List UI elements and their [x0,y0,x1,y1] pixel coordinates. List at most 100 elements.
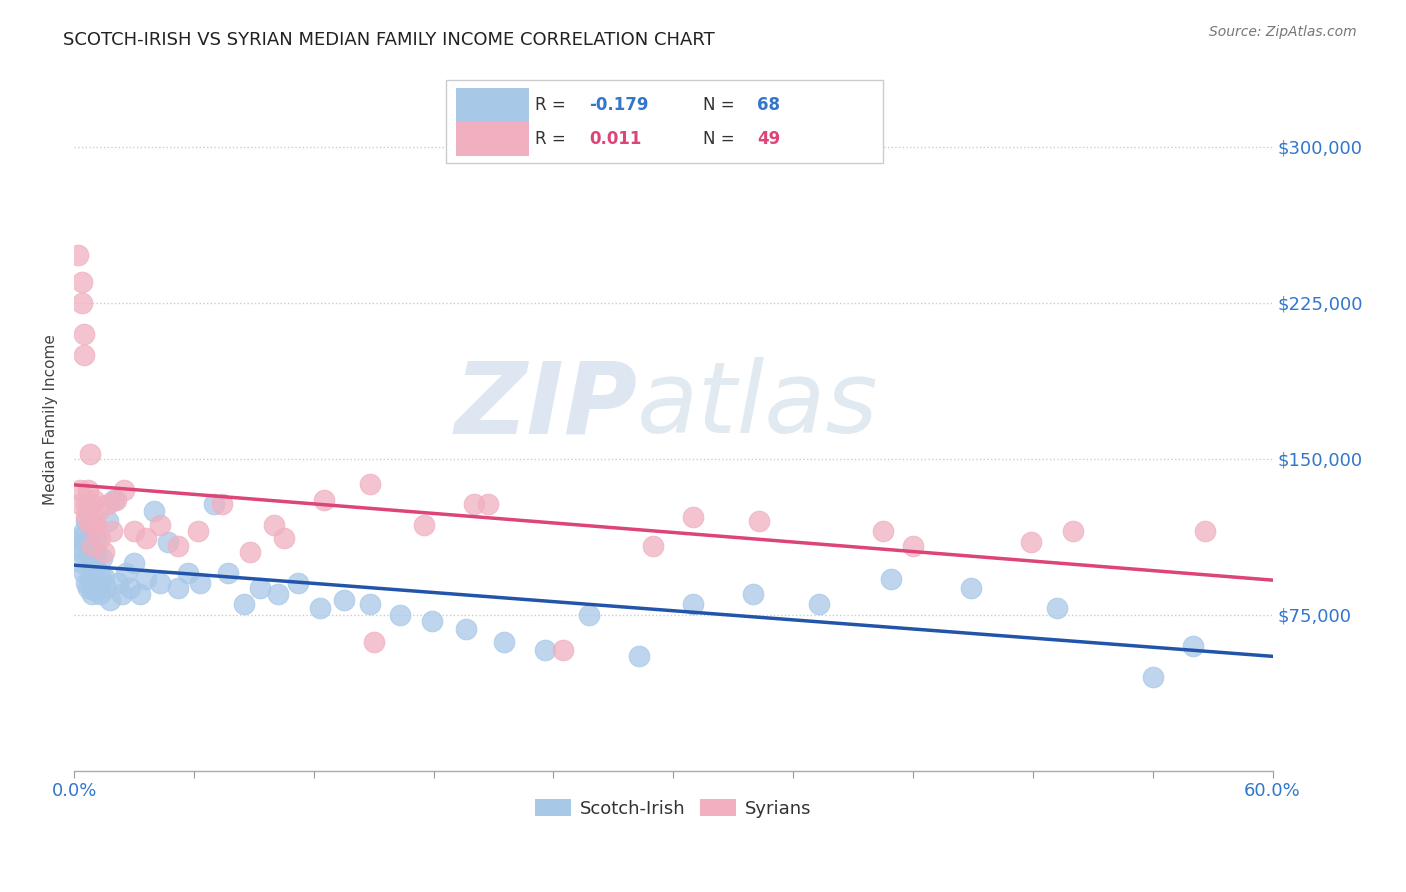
Point [129,587,152,601]
Point [808,597,831,611]
Point [177,566,200,580]
Point [83,514,105,528]
Point [332,593,354,607]
Point [67,539,90,553]
Point [1142,670,1164,684]
Point [1062,524,1084,539]
Point [83,493,105,508]
Point [118,581,141,595]
Point [77,581,100,595]
Point [80,587,103,601]
Point [388,607,411,622]
Point [69,497,91,511]
Point [412,518,434,533]
Point [149,518,172,533]
Point [75,576,97,591]
Point [83,566,105,580]
Text: 68: 68 [758,96,780,114]
Point [97,497,120,511]
Point [80,539,103,553]
Point [83,582,105,597]
Legend: Scotch-Irish, Syrians: Scotch-Irish, Syrians [527,792,818,825]
Point [682,597,704,611]
Text: 49: 49 [758,129,780,148]
Point [112,483,135,497]
Point [742,587,765,601]
Point [77,503,100,517]
Point [101,524,124,539]
Point [79,572,101,586]
Point [115,566,138,580]
Point [93,570,115,584]
Text: R =: R = [536,129,567,148]
Point [111,587,134,601]
Point [79,518,101,533]
Point [188,576,211,591]
Point [122,556,145,570]
Point [901,539,924,553]
Point [643,539,665,553]
Point [122,524,145,539]
Point [73,524,96,539]
Point [75,509,97,524]
Point [1181,639,1204,653]
Point [463,497,485,511]
Text: R =: R = [536,96,567,114]
Point [363,634,385,648]
Point [748,514,770,528]
Y-axis label: Median Family Income: Median Family Income [44,334,58,505]
Point [80,497,103,511]
Point [93,545,115,559]
Point [167,539,190,553]
Point [70,556,93,570]
Point [89,531,111,545]
Point [89,566,111,580]
Point [75,514,97,528]
Point [103,493,125,508]
Point [477,497,499,511]
Text: SCOTCH-IRISH VS SYRIAN MEDIAN FAMILY INCOME CORRELATION CHART: SCOTCH-IRISH VS SYRIAN MEDIAN FAMILY INC… [63,31,716,49]
Point [91,551,114,566]
Point [578,607,600,622]
Point [80,534,103,549]
Point [79,447,101,461]
Text: atlas: atlas [637,357,879,454]
Point [880,572,903,586]
Point [454,622,477,636]
Point [107,576,129,591]
Point [534,643,557,657]
Point [77,545,100,559]
Point [553,643,575,657]
Point [105,493,128,508]
Point [420,614,443,628]
Point [167,581,190,595]
Point [312,493,335,508]
Text: 0.011: 0.011 [589,129,641,148]
Point [308,601,330,615]
Point [79,539,101,553]
Point [143,503,166,517]
FancyBboxPatch shape [457,88,530,122]
Point [263,518,285,533]
Point [135,572,157,586]
Point [156,534,179,549]
Point [1019,534,1042,549]
Point [73,348,96,362]
Point [70,275,93,289]
Point [87,581,110,595]
Point [69,531,91,545]
Text: Source: ZipAtlas.com: Source: ZipAtlas.com [1209,25,1357,39]
Point [359,597,381,611]
Point [202,497,225,511]
Point [84,531,107,545]
Point [70,295,93,310]
Point [287,576,309,591]
Point [80,559,103,574]
Point [84,518,107,533]
Point [232,597,254,611]
Point [83,556,105,570]
Point [84,545,107,559]
Text: N =: N = [703,129,735,148]
Point [187,524,209,539]
Point [960,581,983,595]
